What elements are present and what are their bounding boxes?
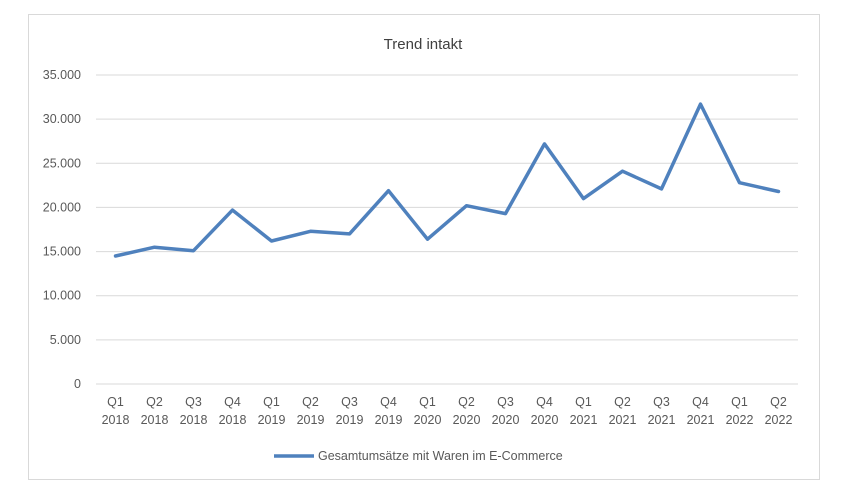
x-tick-label-quarter: Q3 (497, 395, 514, 409)
y-tick-label: 15.000 (43, 245, 81, 259)
x-tick-label-year: 2021 (648, 413, 676, 427)
x-tick-label-quarter: Q4 (692, 395, 709, 409)
x-tick-label-quarter: Q1 (419, 395, 436, 409)
x-tick-label-year: 2018 (219, 413, 247, 427)
y-tick-label: 20.000 (43, 200, 81, 214)
x-tick-label-year: 2018 (102, 413, 130, 427)
x-tick-label-year: 2021 (687, 413, 715, 427)
y-tick-label: 35.000 (43, 68, 81, 82)
legend-entry: Gesamtumsätze mit Waren im E-Commerce (318, 449, 563, 463)
x-tick-label-quarter: Q3 (341, 395, 358, 409)
x-tick-label-quarter: Q3 (653, 395, 670, 409)
x-tick-label-year: 2020 (453, 413, 481, 427)
y-tick-label: 5.000 (50, 333, 81, 347)
series-lines (113, 102, 781, 258)
legend: Gesamtumsätze mit Waren im E-Commerce (274, 449, 563, 463)
chart-title: Trend intakt (384, 36, 463, 53)
x-tick-label-year: 2019 (297, 413, 325, 427)
x-tick-label-year: 2019 (258, 413, 286, 427)
x-tick-label-quarter: Q2 (770, 395, 787, 409)
x-tick-label-year: 2018 (141, 413, 169, 427)
x-tick-label-quarter: Q4 (380, 395, 397, 409)
x-tick-label-quarter: Q1 (731, 395, 748, 409)
y-tick-label: 0 (74, 377, 81, 391)
x-tick-label-year: 2021 (609, 413, 637, 427)
x-tick-label-quarter: Q1 (263, 395, 280, 409)
x-tick-label-quarter: Q2 (146, 395, 163, 409)
x-tick-label-year: 2019 (336, 413, 364, 427)
x-tick-label-year: 2021 (570, 413, 598, 427)
series-line (113, 102, 781, 258)
x-tick-label-year: 2018 (180, 413, 208, 427)
x-tick-label-quarter: Q4 (224, 395, 241, 409)
x-tick-label-quarter: Q2 (614, 395, 631, 409)
x-tick-label-year: 2022 (765, 413, 793, 427)
x-tick-label-quarter: Q2 (458, 395, 475, 409)
x-tick-label-quarter: Q4 (536, 395, 553, 409)
x-tick-label-quarter: Q2 (302, 395, 319, 409)
x-tick-label-year: 2019 (375, 413, 403, 427)
x-tick-label-year: 2020 (414, 413, 442, 427)
y-tick-label: 10.000 (43, 289, 81, 303)
y-tick-label: 25.000 (43, 156, 81, 170)
x-tick-label-quarter: Q3 (185, 395, 202, 409)
x-tick-label-year: 2020 (492, 413, 520, 427)
x-tick-label-quarter: Q1 (575, 395, 592, 409)
y-tick-label: 30.000 (43, 112, 81, 126)
x-tick-label-year: 2020 (531, 413, 559, 427)
y-axis-ticks: 0 5.000 10.000 15.000 20.000 25.000 30.000 35.0… (43, 68, 81, 391)
x-tick-label-year: 2022 (726, 413, 754, 427)
x-tick-label-quarter: Q1 (107, 395, 124, 409)
x-axis-ticks: Q1 2018 Q2 2018 Q3 2018 Q4 2018 Q1 2019 Q2 2019 Q3 20… (102, 395, 793, 427)
gridlines (96, 74, 798, 385)
